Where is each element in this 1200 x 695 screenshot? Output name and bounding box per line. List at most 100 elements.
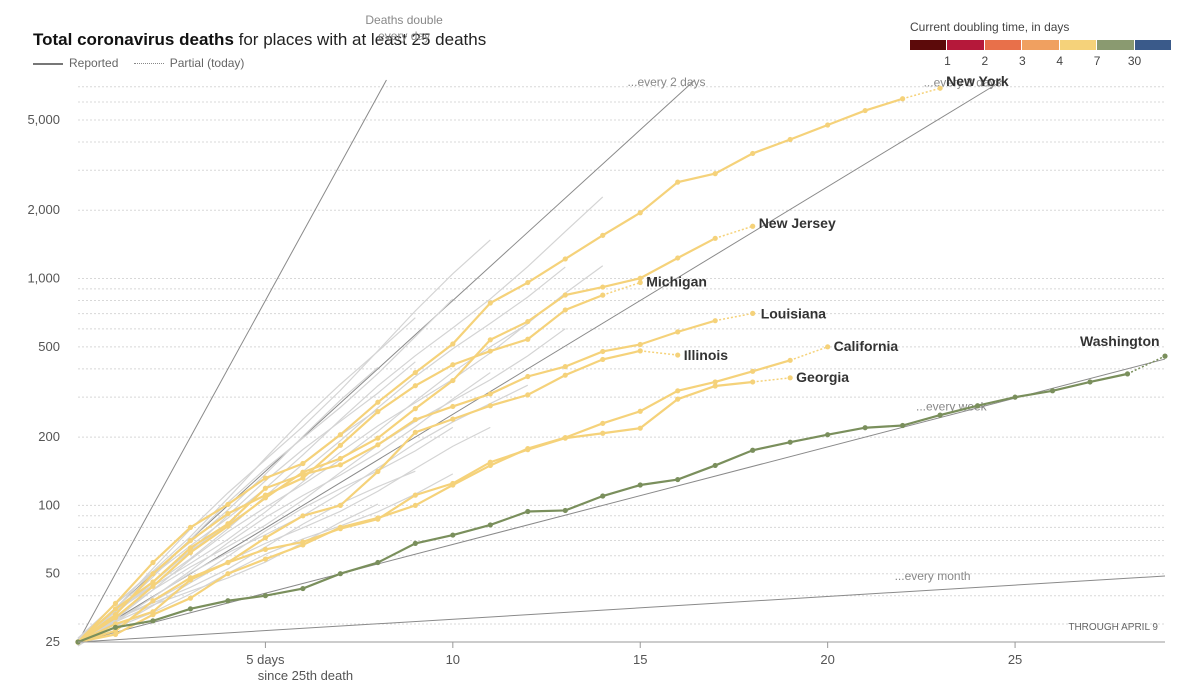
series-point: [675, 352, 681, 358]
other-place-line: [77, 239, 491, 647]
x-tick-label: 10: [446, 652, 460, 667]
doubling-tick-label: 7: [1093, 54, 1101, 68]
series-point: [262, 485, 269, 491]
series-point: [412, 540, 418, 547]
doubling-tick-label: 30: [1127, 54, 1142, 68]
series-point: [862, 425, 868, 431]
series-point: [750, 447, 756, 453]
series-point: [112, 600, 119, 606]
series-point: [525, 392, 531, 398]
series-california: [75, 344, 831, 645]
y-tick-label: 500: [38, 339, 60, 354]
series-partial-line: [1127, 355, 1166, 375]
series-point: [375, 516, 381, 522]
doubling-swatch: [1059, 40, 1097, 50]
reported-line-swatch: [33, 62, 63, 65]
doubling-swatch: [910, 40, 947, 50]
other-place-line: [77, 426, 454, 639]
series-point: [337, 455, 343, 462]
chart-title-bold: Total coronavirus deaths: [33, 30, 234, 49]
series-point: [712, 462, 718, 469]
series-point: [300, 460, 306, 467]
other-place-line: [77, 426, 491, 645]
chart-title-rest: for places with at least 25 deaths: [233, 30, 487, 49]
series-point: [525, 279, 531, 286]
series-point: [187, 524, 194, 530]
series-point: [150, 571, 156, 577]
series-point: [1124, 371, 1131, 377]
through-date-note: THROUGH APRIL 9: [1068, 622, 1158, 633]
reference-line-3-days: [77, 79, 1004, 643]
line-style-legend: Reported Partial (today): [33, 56, 244, 70]
series-point: [187, 545, 194, 551]
series-point: [187, 537, 194, 544]
series-point: [787, 439, 793, 445]
series-point: [937, 412, 943, 418]
series-point: [112, 631, 119, 638]
series-point: [600, 292, 606, 298]
series-point: [300, 539, 306, 545]
doubling-tick-label: 3: [1018, 54, 1026, 68]
series-point: [825, 122, 831, 128]
series-point: [225, 598, 231, 604]
series-partial-line: [640, 350, 678, 356]
series-point: [337, 502, 343, 509]
series-point: [262, 475, 269, 481]
series-point: [112, 606, 119, 612]
series-point: [825, 344, 831, 350]
series-point: [750, 368, 756, 374]
series-point: [675, 476, 681, 483]
series-point: [262, 535, 269, 541]
series-point: [675, 396, 681, 402]
series-point: [150, 559, 156, 566]
series-washington: [75, 353, 1168, 645]
reference-label: every day: [378, 29, 430, 43]
series-point: [450, 341, 456, 347]
series-point: [487, 337, 493, 343]
other-place-line: [77, 361, 416, 640]
series-label: Illinois: [684, 347, 729, 363]
x-tick-sublabel: since 25th death: [258, 668, 353, 683]
series-point: [450, 532, 456, 538]
series-point: [562, 372, 568, 378]
reference-line-1-days: [77, 79, 387, 643]
series-point: [712, 318, 718, 324]
series-point: [112, 612, 119, 618]
doubling-swatch: [1097, 40, 1134, 50]
y-tick-label: 100: [38, 497, 60, 512]
reference-label: Deaths double: [365, 13, 443, 27]
series-point: [337, 526, 343, 532]
series-point: [412, 429, 418, 435]
series-point: [637, 210, 643, 216]
series-point: [712, 171, 718, 177]
chart-title: Total coronavirus deaths for places with…: [33, 30, 486, 50]
reference-line-7-days: [77, 358, 1166, 643]
series-point: [450, 377, 456, 384]
series-point: [150, 618, 156, 624]
series-point: [487, 391, 493, 397]
series-point: [562, 364, 568, 370]
series-point: [525, 336, 531, 342]
series-partial-line: [715, 312, 753, 322]
doubling-swatch: [947, 40, 984, 50]
doubling-tick-label: 1: [944, 54, 951, 68]
series-label: Georgia: [796, 369, 849, 385]
series-point: [375, 468, 381, 475]
y-tick-label: 25: [46, 634, 60, 649]
series-point: [600, 493, 606, 499]
reference-label: ...every week: [916, 400, 988, 414]
series-point: [675, 329, 681, 335]
series-partial-line: [902, 87, 941, 100]
series-point: [600, 348, 606, 355]
other-place-line: [77, 503, 379, 643]
series-point: [412, 406, 418, 412]
series-louisiana: [75, 310, 756, 645]
y-tick-label: 200: [38, 429, 60, 444]
series-point: [600, 356, 606, 363]
doubling-legend-title: Current doubling time, in days: [910, 20, 1070, 34]
series-point: [225, 501, 231, 508]
series-label: New Jersey: [759, 215, 836, 231]
series-partial-line: [602, 281, 641, 296]
x-tick-label: 25: [1008, 652, 1022, 667]
